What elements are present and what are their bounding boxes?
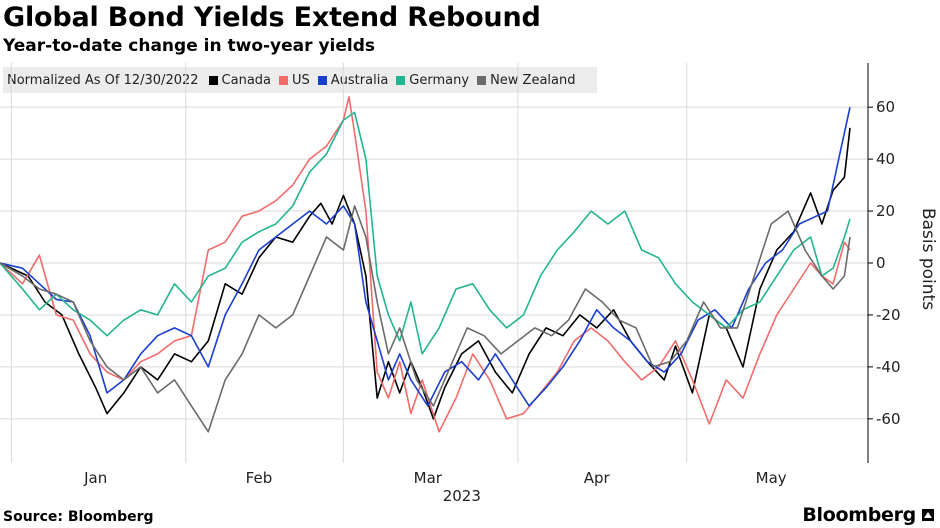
source-note: Source: Bloomberg	[3, 509, 154, 525]
legend-entry-australia: Australia	[317, 72, 389, 88]
y-tick-label: -20	[876, 306, 901, 324]
legend-label-new-zealand: New Zealand	[490, 72, 576, 88]
legend-swatch-canada	[208, 75, 218, 85]
legend-swatch-australia	[317, 75, 327, 85]
y-tick-label: 20	[876, 202, 895, 220]
legend-entry-us: US	[279, 73, 310, 88]
brand-logo-text: Bloomberg	[802, 504, 916, 526]
x-tick-label: Mar	[414, 469, 443, 487]
y-tick-label: 0	[876, 254, 886, 272]
legend-label-germany: Germany	[409, 72, 470, 88]
x-tick-label: May	[756, 469, 787, 487]
series-lines	[0, 96, 851, 433]
legend-swatch-germany	[396, 75, 406, 85]
legend-normalization-note: Normalized As Of 12/30/2022	[7, 72, 199, 88]
y-axis-label: Basis points	[918, 208, 938, 310]
chart-title: Global Bond Yields Extend Rebound	[3, 2, 541, 33]
legend-entry-germany: Germany	[396, 73, 469, 88]
y-tick-label: 40	[876, 150, 895, 168]
grid-lines	[0, 63, 868, 463]
legend-swatch-new-zealand	[477, 75, 487, 85]
legend-label-australia: Australia	[330, 72, 389, 88]
x-year-label: 2023	[443, 487, 481, 505]
y-tick-label: -40	[876, 358, 901, 376]
y-tick-label: -60	[876, 410, 901, 428]
series-line-new-zealand	[0, 205, 851, 433]
legend-label-us: US	[292, 72, 310, 88]
legend-swatch-us	[279, 75, 288, 85]
chart-legend: Normalized As Of 12/30/2022 Canada US Au…	[3, 67, 597, 93]
legend-entry-new-zealand: New Zealand	[477, 72, 576, 88]
legend-label-canada: Canada	[221, 72, 271, 88]
y-tick-label: 60	[876, 98, 895, 116]
legend-entry-canada: Canada	[208, 72, 271, 88]
series-line-australia	[0, 107, 851, 407]
x-tick-label: Feb	[246, 469, 273, 487]
x-tick-label: Jan	[83, 469, 107, 487]
chart-subtitle: Year-to-date change in two-year yields	[3, 36, 375, 56]
axes: -60 -40 -20 0 20 40 60 Basis points Jan Feb Mar Apr…	[83, 63, 938, 505]
series-line-us	[0, 96, 851, 433]
brand-logo-icon	[922, 509, 934, 521]
x-tick-label: Apr	[584, 469, 611, 487]
